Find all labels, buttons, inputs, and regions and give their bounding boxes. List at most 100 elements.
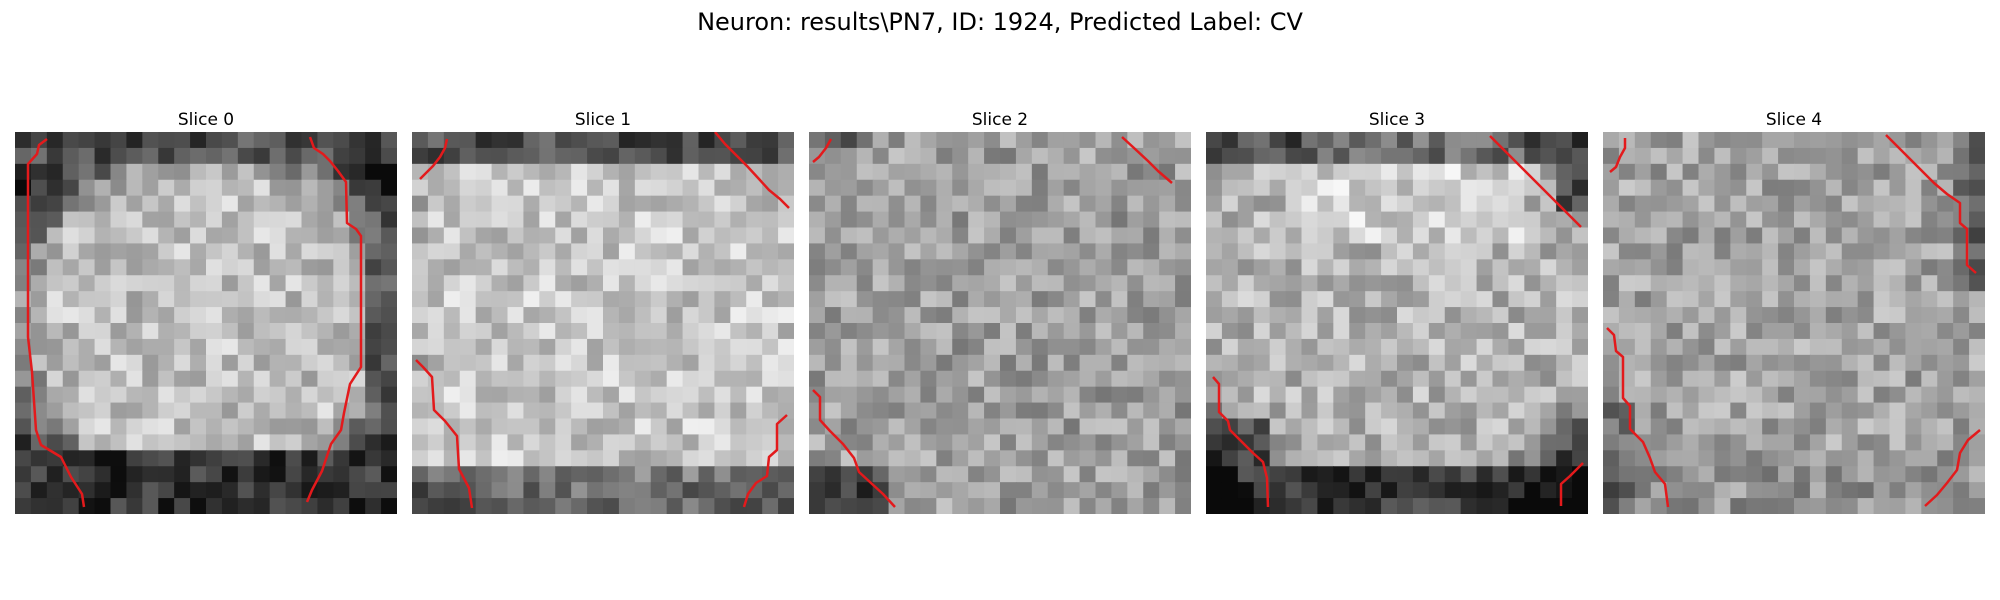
pixel-cell — [650, 323, 668, 340]
pixel-cell — [443, 338, 461, 356]
pixel-cell — [539, 354, 556, 372]
pixel-cell — [1127, 498, 1144, 514]
pixel-cell — [523, 434, 540, 451]
pixel-cell — [682, 450, 700, 467]
pixel-cell — [587, 307, 604, 324]
pixel-cell — [1524, 291, 1541, 308]
pixel-cell — [1650, 402, 1668, 420]
pixel-cell — [1746, 434, 1763, 451]
pixel-cell — [1746, 418, 1763, 436]
pixel-cell — [666, 227, 684, 245]
pixel-cell — [634, 307, 652, 324]
pixel-cell — [459, 498, 477, 514]
pixel-cell — [888, 370, 906, 388]
pixel-cell — [650, 259, 668, 276]
pixel-cell — [30, 211, 48, 229]
pixel-cell — [285, 179, 303, 197]
pixel-cell — [888, 307, 906, 324]
pixel-cell — [1698, 227, 1716, 245]
pixel-cell — [78, 211, 96, 229]
contour-line-2-1 — [1121, 136, 1173, 184]
pixel-cell — [1794, 307, 1811, 324]
pixel-cell — [1809, 275, 1827, 292]
pixel-cell — [1841, 211, 1859, 229]
pixel-cell — [666, 402, 684, 420]
pixel-cell — [1381, 450, 1398, 467]
pixel-cell — [1746, 259, 1763, 276]
pixel-cell — [1428, 354, 1446, 372]
pixel-cell — [237, 307, 255, 324]
pixel-cell — [142, 243, 159, 260]
pixel-cell — [1095, 434, 1113, 451]
pixel-cell — [1905, 179, 1922, 197]
pixel-cell — [1237, 370, 1255, 388]
pixel-cell — [904, 466, 922, 483]
pixel-cell — [920, 275, 937, 292]
pixel-cell — [840, 466, 858, 483]
pixel-cell — [1397, 243, 1414, 260]
pixel-cell — [682, 275, 700, 292]
pixel-cell — [507, 386, 525, 404]
pixel-cell — [1015, 291, 1033, 308]
pixel-cell — [491, 323, 509, 340]
pixel-cell — [1079, 243, 1097, 260]
pixel-cell — [523, 418, 540, 436]
pixel-cell — [952, 179, 969, 197]
pixel-cell — [190, 482, 207, 499]
pixel-cell — [78, 307, 96, 324]
pixel-cell — [412, 386, 429, 404]
pixel-cell — [158, 402, 175, 420]
pixel-cell — [523, 243, 540, 260]
pixel-cell — [698, 323, 716, 340]
pixel-cell — [650, 163, 668, 181]
pixel-cell — [1460, 434, 1478, 451]
pixel-cell — [30, 307, 48, 324]
pixel-cell — [1015, 147, 1033, 165]
pixel-cell — [888, 418, 906, 436]
pixel-cell — [30, 195, 48, 213]
pixel-cell — [1412, 450, 1430, 467]
pixel-cell — [539, 163, 556, 181]
pixel-cell — [618, 259, 636, 276]
pixel-cell — [1317, 354, 1334, 372]
pixel-cell — [110, 466, 128, 483]
pixel-cell — [1730, 498, 1747, 514]
pixel-cell — [1285, 291, 1303, 308]
pixel-cell — [1778, 163, 1795, 181]
pixel-cell — [1650, 291, 1668, 308]
pixel-cell — [714, 386, 731, 404]
pixel-cell — [1730, 434, 1747, 451]
pixel-cell — [1905, 195, 1922, 213]
pixel-cell — [285, 195, 303, 213]
pixel-cell — [872, 243, 890, 260]
pixel-cell — [1015, 466, 1033, 483]
pixel-cell — [840, 386, 858, 404]
pixel-cell — [1031, 482, 1049, 499]
pixel-cell — [904, 211, 922, 229]
pixel-cell — [1095, 195, 1113, 213]
pixel-cell — [459, 434, 477, 451]
pixel-cell — [872, 338, 890, 356]
pixel-cell — [603, 275, 620, 292]
pixel-cell — [1143, 466, 1160, 483]
pixel-cell — [1333, 227, 1350, 245]
pixel-cell — [603, 386, 620, 404]
pixel-cell — [333, 498, 350, 514]
pixel-cell — [1953, 338, 1970, 356]
pixel-cell — [253, 482, 271, 499]
pixel-cell — [840, 179, 858, 197]
pixel-cell — [1730, 275, 1747, 292]
pixel-cell — [1825, 227, 1843, 245]
pixel-cell — [682, 163, 700, 181]
pixel-cell — [1412, 291, 1430, 308]
pixel-cell — [904, 291, 922, 308]
pixel-cell — [1444, 163, 1462, 181]
pixel-cell — [1444, 211, 1462, 229]
pixel-cell — [126, 370, 143, 388]
pixel-cell — [158, 147, 175, 165]
pixel-cell — [1905, 386, 1922, 404]
pixel-cell — [587, 227, 604, 245]
pixel-cell — [1524, 227, 1541, 245]
pixel-cell — [46, 450, 64, 467]
pixel-cell — [1873, 132, 1891, 149]
